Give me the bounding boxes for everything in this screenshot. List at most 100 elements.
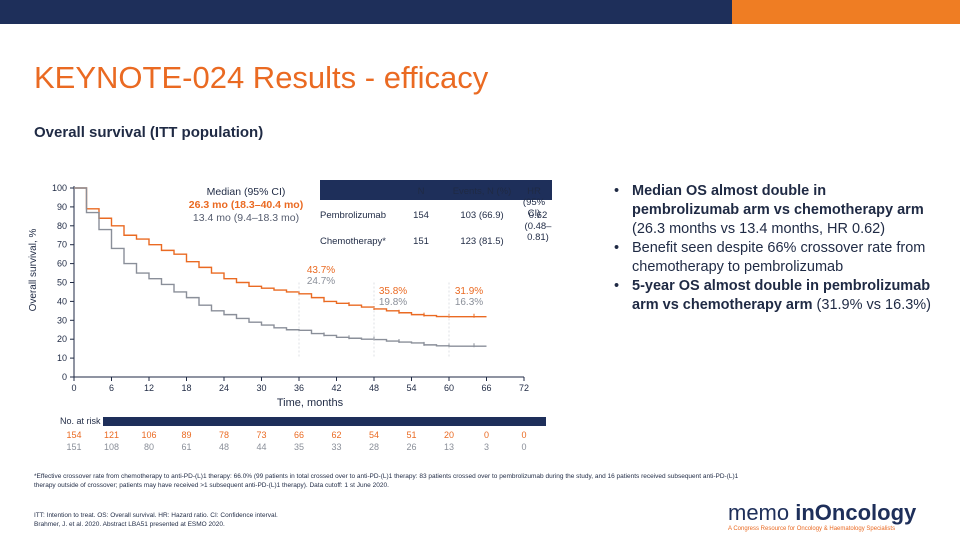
- brand-inoncology: inOncology: [795, 500, 917, 525]
- pct-chemo-60mo: 16.3%: [454, 297, 484, 308]
- y-tick-label: 80: [57, 221, 67, 231]
- hr-table: N Events, N (%) HR (95% CI) Pembrolizuma…: [320, 180, 552, 247]
- hr-row-pembro-events: 103 (66.9): [460, 210, 504, 221]
- y-tick-label: 100: [52, 183, 67, 193]
- risk-cell: 28: [368, 442, 379, 452]
- median-box: Median (95% CI) 26.3 mo (18.3–40.4 mo) 1…: [156, 186, 336, 225]
- risk-cell: 3: [483, 442, 489, 452]
- risk-cell: 51: [406, 430, 417, 440]
- key-points: • Median OS almost double in pembrolizuma…: [614, 182, 934, 315]
- risk-cell: 13: [443, 442, 454, 452]
- x-tick-label: 30: [256, 383, 266, 393]
- abbrev-line-2: Brahmer, J. et al. 2020. Abstract LBA51 …: [34, 521, 225, 528]
- y-tick-label: 10: [57, 353, 67, 363]
- risk-cell: 35: [293, 442, 304, 452]
- x-tick-label: 36: [294, 383, 304, 393]
- x-tick-label: 0: [71, 383, 76, 393]
- y-tick-label: 70: [57, 240, 67, 250]
- abbrev-line-1: ITT: Intention to treat. OS: Overall sur…: [34, 512, 278, 519]
- y-tick-label: 90: [57, 202, 67, 212]
- risk-cell: 48: [218, 442, 229, 452]
- risk-cell: 154: [66, 430, 82, 440]
- risk-table-header-bar: [58, 417, 546, 426]
- pct-chemo-36mo: 24.7%: [306, 276, 336, 287]
- bullet-2: • Benefit seen despite 66% crossover rate…: [614, 239, 934, 277]
- risk-cell: 106: [141, 430, 157, 440]
- brand-memo: memo: [728, 500, 796, 525]
- footnote: *Effective crossover rate from chemother…: [34, 473, 739, 489]
- x-tick-label: 18: [181, 383, 191, 393]
- bullet-dot-icon: •: [614, 183, 620, 199]
- x-tick-label: 12: [144, 383, 154, 393]
- bullet-3: • 5-year OS almost double in pembrolizuma…: [614, 277, 934, 315]
- risk-cell: 26: [406, 442, 417, 452]
- risk-cell: 0: [483, 430, 489, 440]
- x-tick-label: 42: [331, 383, 341, 393]
- risk-cell: 62: [331, 430, 342, 440]
- median-chemo: 13.4 mo (9.4–18.3 mo): [192, 212, 300, 224]
- x-tick-label: 24: [219, 383, 229, 393]
- x-tick-label: 66: [481, 383, 491, 393]
- bullet-1-bold: Median OS almost double in pembrolizumab…: [632, 183, 924, 218]
- hr-header-n: N: [417, 186, 425, 197]
- x-tick-label: 72: [519, 383, 529, 393]
- hr-header-hr: HR (95% CI): [522, 186, 546, 219]
- x-tick-label: 60: [444, 383, 454, 393]
- bullet-1-rest: (26.3 months vs 13.4 months, HR 0.62): [632, 221, 886, 237]
- bullet-2-rest: Benefit seen despite 66% crossover rate …: [632, 240, 926, 275]
- chart-subtitle: Overall survival (ITT population): [34, 124, 264, 141]
- series-line-pembrolizumab: [74, 187, 487, 318]
- brand-name: memo inOncology: [728, 500, 938, 526]
- pct-label-36mo: 43.7% 24.7%: [296, 265, 346, 287]
- y-tick-label: 30: [57, 315, 67, 325]
- bullet-3-rest: (31.9% vs 16.3%): [812, 297, 932, 313]
- y-tick-label: 40: [57, 296, 67, 306]
- page-title: KEYNOTE-024 Results - efficacy: [34, 60, 489, 95]
- median-heading: Median (95% CI): [206, 186, 286, 198]
- pct-pembro-48mo: 35.8%: [378, 286, 408, 297]
- x-axis-label: Time, months: [276, 397, 344, 409]
- header-bar-orange: [732, 0, 960, 24]
- y-tick-label: 50: [57, 278, 67, 288]
- risk-cell: 33: [331, 442, 342, 452]
- risk-cell: 61: [181, 442, 192, 452]
- hr-row-chemo-arm: Chemotherapy*: [320, 236, 387, 247]
- x-tick-label: 54: [406, 383, 416, 393]
- risk-cell: 89: [181, 430, 192, 440]
- brand-logo: memo inOncology A Congress Resource for …: [728, 500, 938, 532]
- x-tick-label: 48: [369, 383, 379, 393]
- median-pembro: 26.3 mo (18.3–40.4 mo): [188, 199, 304, 211]
- hr-row-pembro-n: 154: [413, 210, 429, 221]
- y-tick-label: 0: [62, 372, 67, 382]
- brand-tagline: A Congress Resource for Oncology & Haema…: [728, 526, 896, 532]
- hr-header-events: Events, N (%): [452, 186, 512, 197]
- hr-table-header: N Events, N (%) HR (95% CI): [320, 180, 552, 228]
- hr-row-chemo-events: 123 (81.5): [460, 236, 504, 247]
- hr-row-pembro-arm: Pembrolizumab: [320, 210, 386, 221]
- pct-pembro-36mo: 43.7%: [306, 265, 336, 276]
- risk-cell: 108: [103, 442, 120, 452]
- series-line-chemotherapy: [74, 187, 487, 347]
- risk-cell: 78: [218, 430, 229, 440]
- y-tick-label: 20: [57, 334, 67, 344]
- hr-header-bg: [320, 180, 552, 200]
- risk-cell: 73: [256, 430, 267, 440]
- abbreviations: ITT: Intention to treat. OS: Overall sur…: [34, 511, 434, 529]
- pct-label-48mo: 35.8% 19.8%: [368, 286, 418, 308]
- risk-cell: 121: [103, 430, 120, 440]
- risk-cell: 0: [521, 430, 527, 440]
- risk-cell: 0: [521, 442, 527, 452]
- bullet-dot-icon: •: [614, 278, 620, 294]
- hr-row-pembro-hr: 0.62 (0.48–0.81): [524, 210, 552, 243]
- risk-cell: 44: [256, 442, 267, 452]
- y-tick-label: 60: [57, 259, 67, 269]
- x-tick-label: 6: [109, 383, 114, 393]
- hr-row-chemo-n: 151: [413, 236, 429, 247]
- risk-cell: 80: [143, 442, 154, 452]
- risk-cell: 20: [443, 430, 454, 440]
- y-axis-label: Overall survival, %: [28, 228, 39, 312]
- header-bar-navy: [0, 0, 732, 24]
- risk-cell: 54: [368, 430, 379, 440]
- pct-pembro-60mo: 31.9%: [454, 286, 484, 297]
